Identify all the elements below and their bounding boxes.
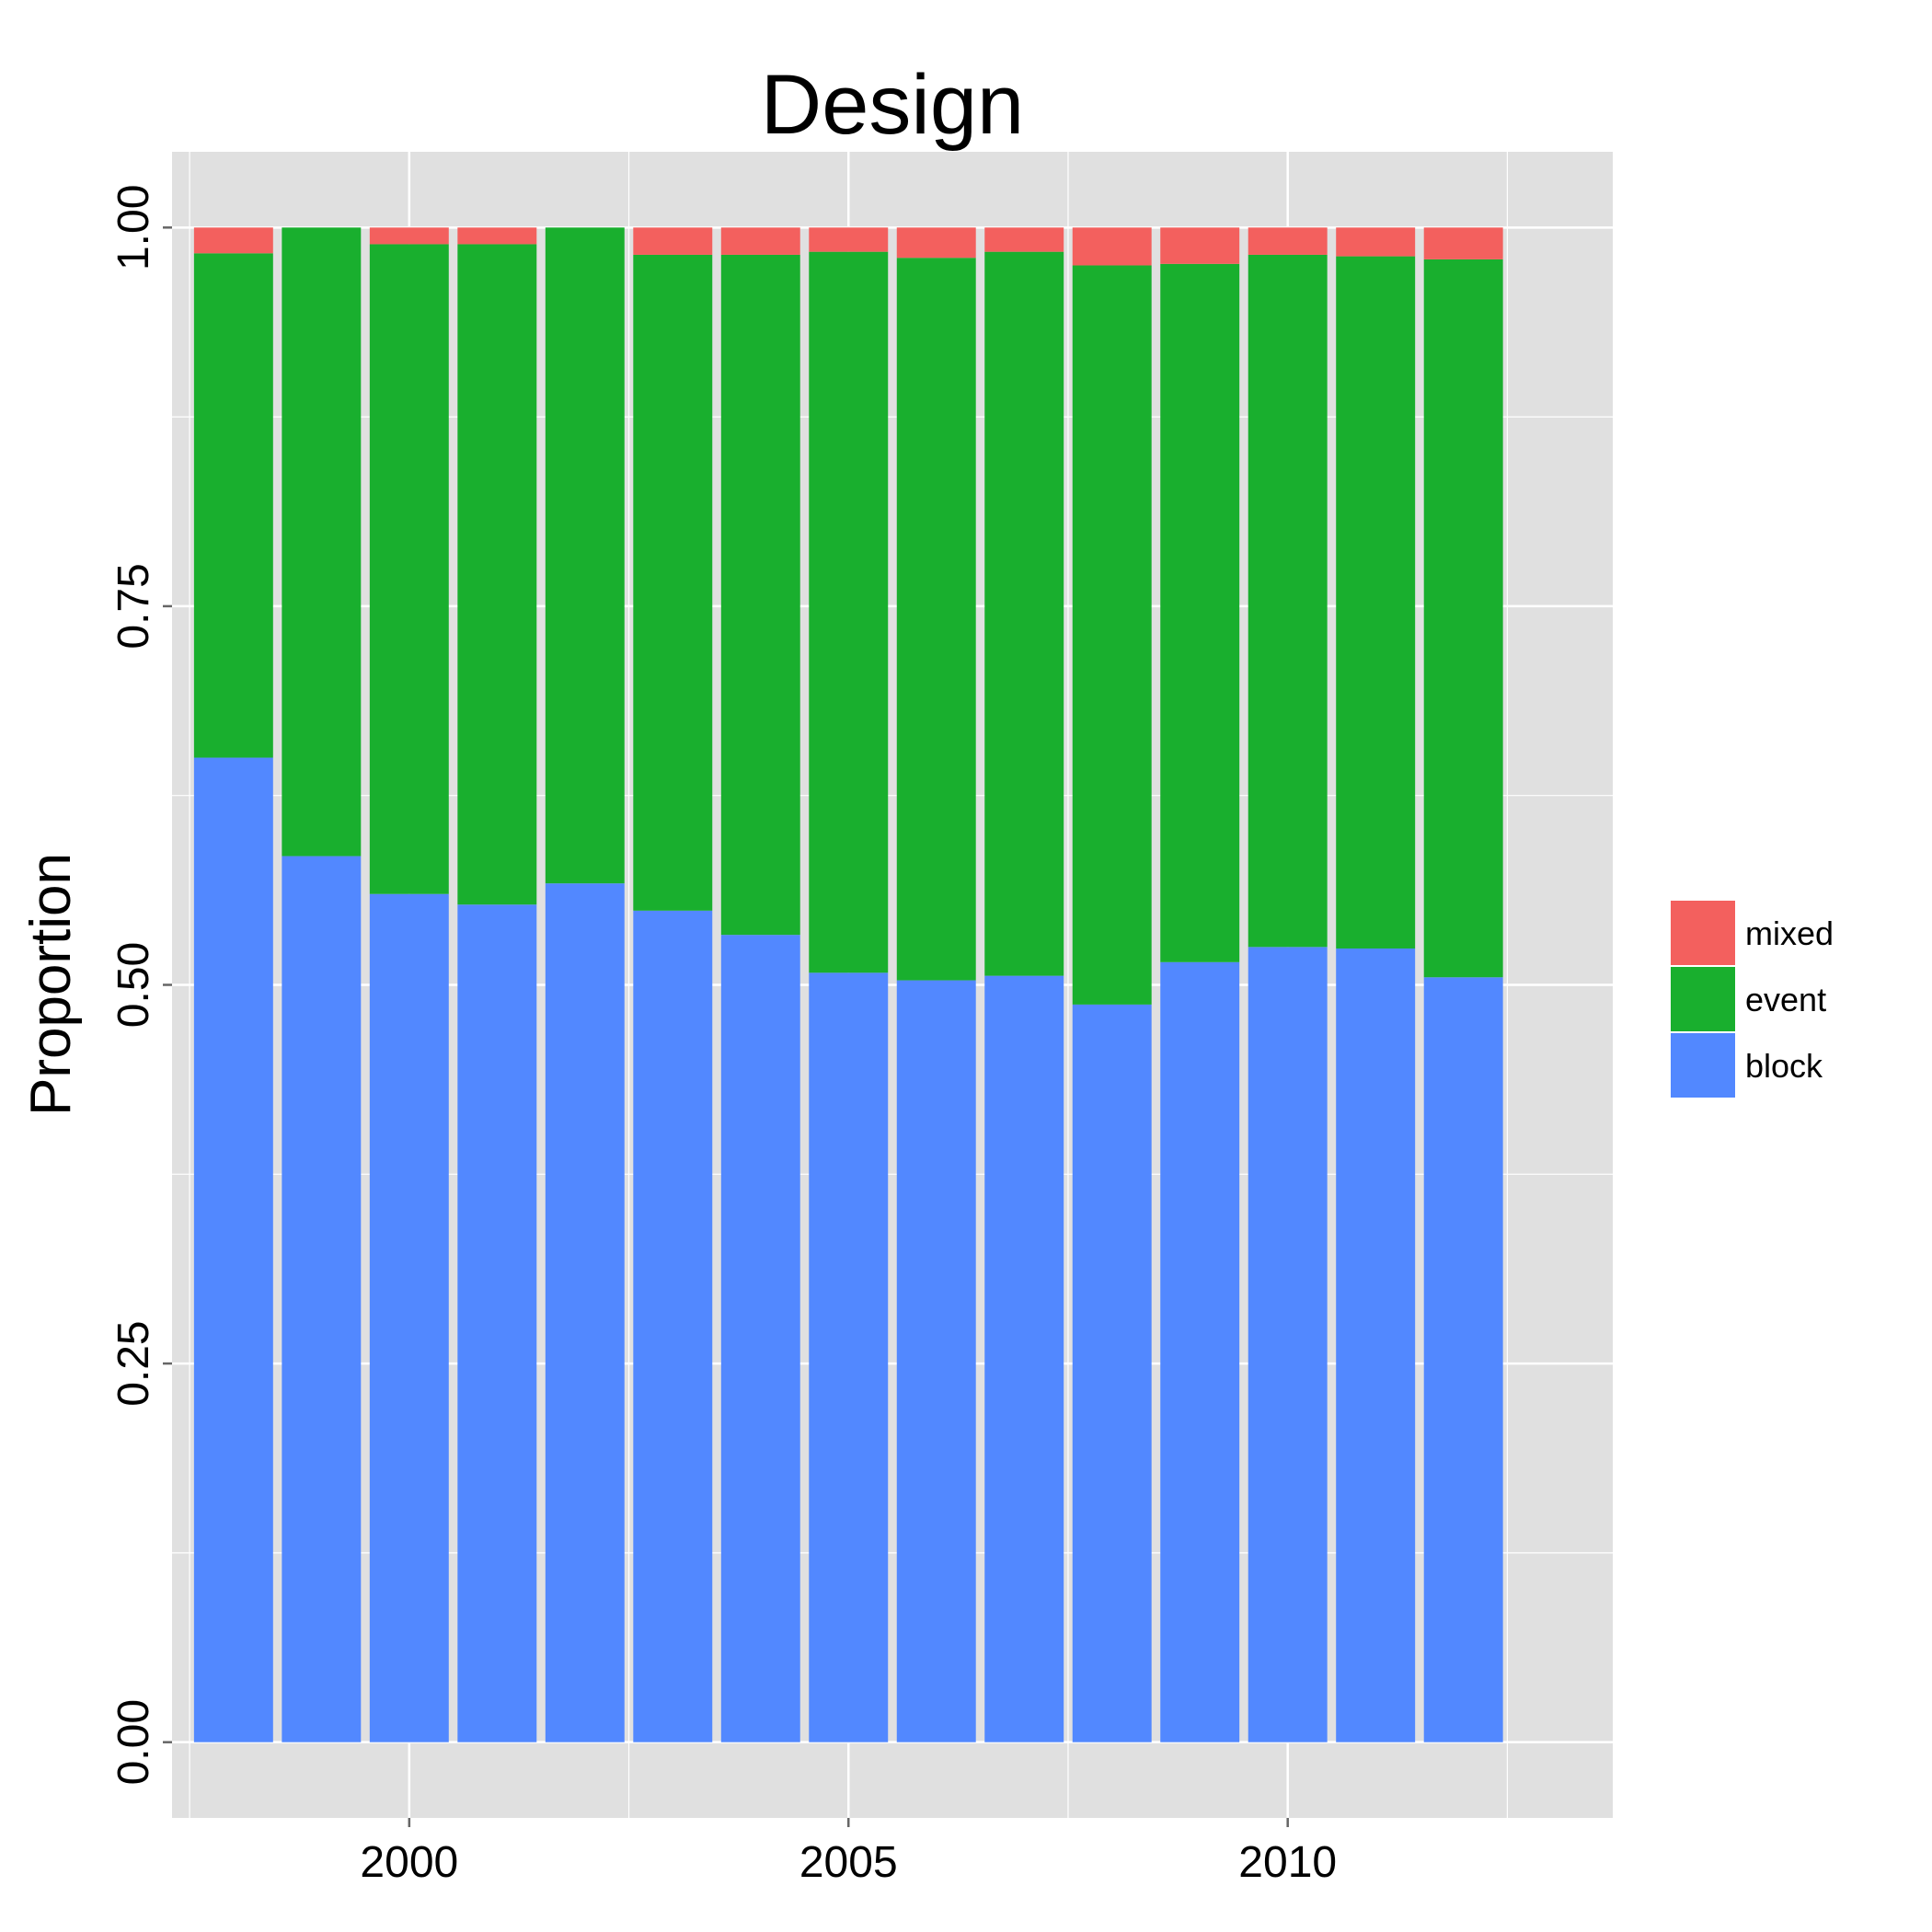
legend-label-block: block [1745, 1047, 1823, 1085]
bar-block-2005 [809, 972, 889, 1742]
y-tick-label: 1.00 [109, 185, 158, 270]
bar-event-2001 [457, 244, 537, 905]
bar-mixed-2004 [720, 227, 800, 255]
chart-title: Design [761, 58, 1024, 152]
bar-block-2001 [457, 904, 537, 1742]
bar-event-1999 [282, 227, 362, 857]
legend-key-event [1669, 965, 1737, 1033]
bar-mixed-2009 [1160, 227, 1240, 264]
bar-mixed-2012 [1423, 227, 1503, 259]
bar-block-2011 [1336, 948, 1416, 1742]
bar-event-2008 [1072, 265, 1152, 1005]
bar-mixed-2000 [369, 227, 449, 245]
bar-event-2011 [1336, 256, 1416, 949]
bar-block-2009 [1160, 961, 1240, 1742]
bar-event-2002 [545, 227, 625, 884]
bar-mixed-2003 [633, 227, 713, 255]
bar-block-1999 [282, 856, 362, 1742]
bar-event-1998 [193, 253, 273, 758]
y-tick-label: 0.25 [109, 1320, 158, 1406]
x-tick-label: 2000 [360, 1838, 458, 1887]
legend: mixed event block [1669, 899, 1834, 1099]
bar-event-2004 [720, 254, 800, 936]
bar-mixed-1998 [193, 227, 273, 254]
x-tick-label: 2005 [799, 1838, 898, 1887]
bar-block-2012 [1423, 977, 1503, 1742]
bar-event-2000 [369, 244, 449, 894]
bar-event-2009 [1160, 263, 1240, 962]
y-tick-label: 0.50 [109, 942, 158, 1028]
y-tick-label: 0.00 [109, 1699, 158, 1785]
bar-mixed-2007 [984, 227, 1064, 252]
bar-block-2004 [720, 935, 800, 1742]
legend-key-block [1669, 1031, 1737, 1099]
bar-event-2010 [1248, 254, 1328, 948]
bar-block-2003 [633, 910, 713, 1742]
bar-block-2002 [545, 883, 625, 1742]
bars [193, 227, 1503, 1742]
bar-event-2012 [1423, 259, 1503, 978]
bar-mixed-2010 [1248, 227, 1328, 255]
x-tick-label: 2010 [1238, 1838, 1337, 1887]
bar-block-2000 [369, 893, 449, 1742]
bar-block-2008 [1072, 1004, 1152, 1742]
bar-event-2006 [896, 258, 976, 981]
bar-block-2010 [1248, 947, 1328, 1742]
bar-mixed-2008 [1072, 227, 1152, 266]
legend-label-event: event [1745, 981, 1826, 1018]
y-axis: 0.00 0.25 0.50 0.75 1.00 [109, 185, 172, 1785]
bar-mixed-2005 [809, 227, 889, 252]
x-axis: 2000 2005 2010 [360, 1818, 1337, 1887]
bar-block-2007 [984, 975, 1064, 1742]
bar-mixed-2006 [896, 227, 976, 259]
bar-mixed-2001 [457, 227, 537, 245]
bar-block-2006 [896, 980, 976, 1742]
bar-event-2003 [633, 254, 713, 911]
legend-label-mixed: mixed [1745, 914, 1834, 952]
bar-mixed-2011 [1336, 227, 1416, 257]
bar-event-2007 [984, 251, 1064, 976]
y-tick-label: 0.75 [109, 563, 158, 649]
y-axis-label: Proportion [19, 853, 83, 1116]
bar-block-1998 [193, 757, 273, 1742]
legend-key-mixed [1669, 899, 1737, 967]
bar-event-2005 [809, 251, 889, 973]
